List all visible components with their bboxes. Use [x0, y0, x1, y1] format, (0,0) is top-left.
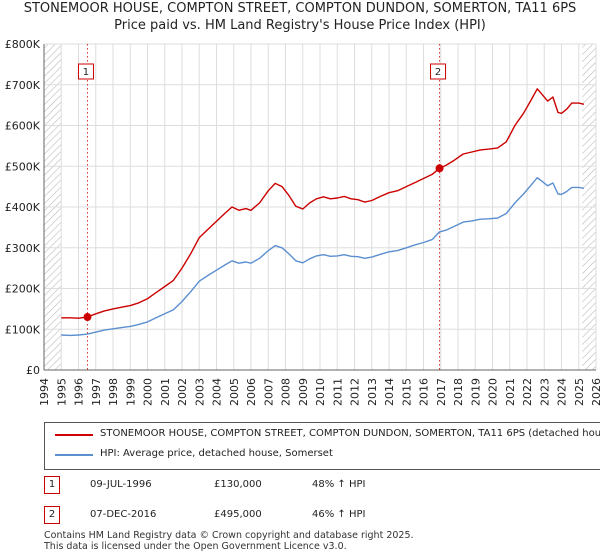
footer-license: This data is licensed under the Open Gov… — [44, 541, 347, 552]
sale-label-box — [430, 63, 447, 80]
y-tick-label: £0 — [26, 364, 40, 377]
y-tick-label: £500K — [5, 160, 41, 173]
price-chart: 1 2 £0 £100K £200K £300K £400K £500K £600K £700K… — [5, 38, 600, 406]
sale-price: £130,000 — [214, 479, 262, 490]
x-tick-label: 2024 — [556, 378, 569, 406]
x-tick-label: 2001 — [159, 378, 172, 406]
x-tick-label: 1999 — [124, 378, 137, 406]
sale-badge: 1 — [44, 476, 60, 494]
sale-row-2: 2 07-DEC-2016 £495,000 46% ↑ HPI — [0, 506, 600, 530]
legend-item-hpi: HPI: Average price, detached house, Some… — [45, 446, 600, 464]
legend-swatch-property — [55, 434, 93, 436]
x-tick-label: 1998 — [107, 378, 120, 406]
x-tick-label: 2016 — [418, 378, 431, 406]
x-tick-label: 1994 — [38, 378, 51, 406]
y-tick-label: £100K — [5, 323, 41, 336]
sale-point — [435, 164, 444, 173]
x-tick-label: 2011 — [331, 378, 344, 406]
x-tick-label: 2005 — [228, 378, 241, 406]
sale-hpi-change: 48% ↑ HPI — [312, 479, 366, 490]
property-series-line — [61, 88, 585, 319]
y-tick-label: £700K — [5, 79, 41, 92]
x-tick-label: 2013 — [366, 378, 379, 406]
legend-label-property: STONEMOOR HOUSE, COMPTON STREET, COMPTON… — [100, 428, 600, 439]
sale-row-1: 1 09-JUL-1996 £130,000 48% ↑ HPI — [0, 476, 600, 500]
x-tick-label: 2006 — [245, 378, 258, 406]
x-tick-label: 2002 — [176, 378, 189, 406]
x-tick-label: 2026 — [590, 378, 600, 406]
y-tick-label: £800K — [5, 38, 41, 51]
x-tick-label: 1996 — [73, 378, 86, 406]
x-tick-label: 2023 — [538, 378, 551, 406]
x-tick-label: 2021 — [504, 378, 517, 406]
x-tick-label: 1995 — [55, 378, 68, 406]
x-tick-label: 2004 — [211, 378, 224, 406]
x-tick-label: 2020 — [487, 378, 500, 406]
sale-label-box — [77, 63, 94, 80]
chart-legend: STONEMOOR HOUSE, COMPTON STREET, COMPTON… — [44, 422, 600, 470]
x-tick-label: 2000 — [142, 378, 155, 406]
sale-label: 2 — [435, 67, 441, 78]
footer-copyright: Contains HM Land Registry data © Crown c… — [44, 530, 414, 541]
sale-label: 1 — [83, 67, 89, 78]
sale-badge: 2 — [44, 506, 60, 524]
x-tick-label: 2022 — [521, 378, 534, 406]
x-tick-label: 2012 — [349, 378, 362, 406]
x-tick-label: 1997 — [90, 378, 103, 406]
x-tick-label: 2014 — [383, 378, 396, 406]
legend-label-hpi: HPI: Average price, detached house, Some… — [100, 448, 333, 459]
y-tick-label: £300K — [5, 242, 41, 255]
sale-date: 09-JUL-1996 — [90, 479, 152, 490]
sale-hpi-change: 46% ↑ HPI — [312, 509, 366, 520]
hpi-series-line — [61, 176, 585, 337]
x-tick-label: 2019 — [469, 378, 482, 406]
x-tick-label: 2010 — [314, 378, 327, 406]
x-tick-label: 2007 — [262, 378, 275, 406]
x-tick-label: 2009 — [297, 378, 310, 406]
sale-date: 07-DEC-2016 — [90, 509, 157, 520]
y-tick-label: £600K — [5, 120, 41, 133]
sale-point — [83, 313, 92, 322]
x-tick-label: 2017 — [435, 378, 448, 406]
sale-price: £495,000 — [214, 509, 262, 520]
footer: Contains HM Land Registry data © Crown c… — [44, 530, 414, 552]
x-tick-label: 2018 — [452, 378, 465, 406]
x-tick-label: 2025 — [573, 378, 586, 406]
legend-swatch-hpi — [55, 454, 93, 456]
x-tick-label: 2008 — [280, 378, 293, 406]
y-tick-label: £200K — [5, 283, 41, 296]
chart-title: STONEMOOR HOUSE, COMPTON STREET, COMPTON… — [23, 1, 577, 16]
y-tick-label: £400K — [5, 201, 41, 214]
x-tick-label: 2015 — [400, 378, 413, 406]
x-tick-label: 2003 — [193, 378, 206, 406]
chart-subtitle: Price paid vs. HM Land Registry's House … — [114, 18, 486, 33]
legend-item-property: STONEMOOR HOUSE, COMPTON STREET, COMPTON… — [45, 426, 600, 444]
